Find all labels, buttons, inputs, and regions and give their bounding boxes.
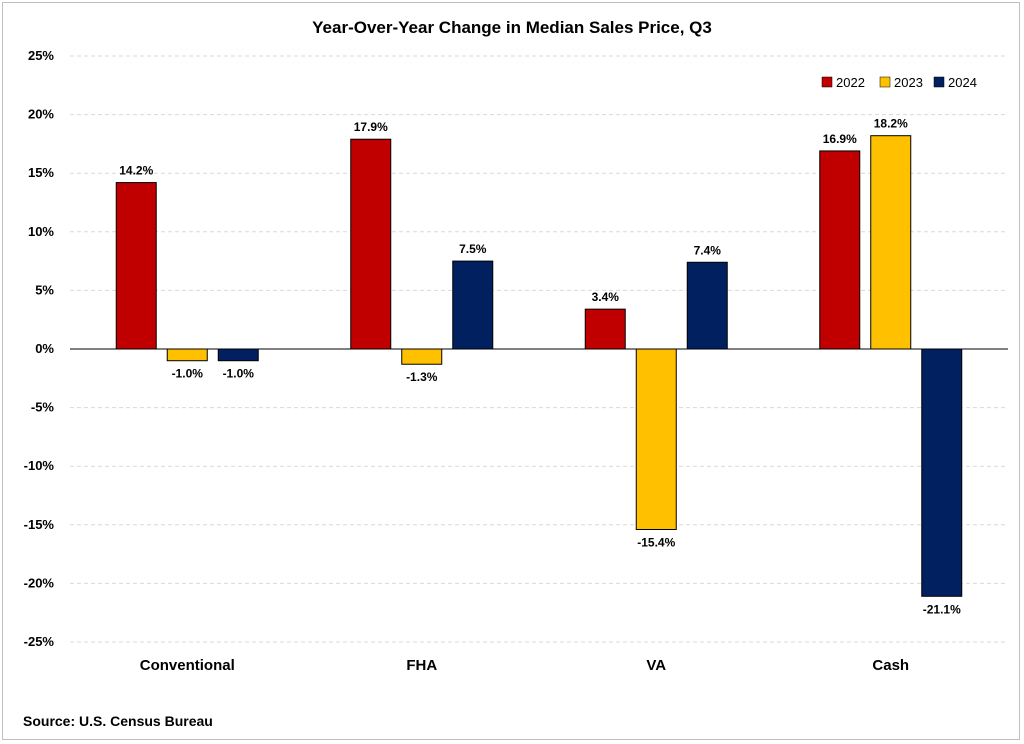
bar-va-2024 bbox=[686, 261, 728, 350]
legend: 2022 2023 2024 bbox=[821, 75, 977, 90]
data-label: 18.2% bbox=[874, 117, 908, 131]
y-tick-label: 5% bbox=[35, 282, 54, 297]
data-label: -1.3% bbox=[406, 370, 438, 384]
data-label: -21.1% bbox=[923, 602, 961, 616]
data-label: 17.9% bbox=[354, 120, 388, 134]
bar-conventional-2024 bbox=[217, 348, 259, 362]
data-label: -1.0% bbox=[223, 367, 255, 381]
category-label: Conventional bbox=[140, 657, 235, 674]
legend-label: 2024 bbox=[948, 75, 977, 90]
legend-swatch bbox=[933, 76, 945, 88]
legend-swatch bbox=[879, 76, 891, 88]
legend-label: 2023 bbox=[894, 75, 923, 90]
bar-conventional-2022 bbox=[115, 182, 157, 350]
y-tick-label: -25% bbox=[24, 634, 55, 649]
bar-va-2023 bbox=[635, 348, 677, 530]
y-tick-label: -10% bbox=[24, 458, 55, 473]
legend-label: 2022 bbox=[836, 75, 865, 90]
y-tick-label: 0% bbox=[35, 341, 54, 356]
y-axis-ticks: 25% 20% 15% 10% 5% 0% -5% -10% -15% -20% -25% bbox=[24, 48, 55, 649]
data-label: 14.2% bbox=[119, 164, 153, 178]
y-tick-label: -20% bbox=[24, 575, 55, 590]
category-label: VA bbox=[646, 657, 666, 674]
category-labels: Conventional FHA VA Cash bbox=[140, 657, 909, 674]
bar-conventional-2023 bbox=[166, 348, 208, 362]
bar-fha-2022 bbox=[350, 138, 392, 350]
y-tick-label: -15% bbox=[24, 517, 55, 532]
y-tick-label: -5% bbox=[31, 400, 55, 415]
data-label: 7.4% bbox=[694, 243, 722, 257]
y-tick-label: 25% bbox=[28, 48, 54, 63]
data-label: 3.4% bbox=[592, 290, 620, 304]
bar-fha-2024 bbox=[452, 260, 494, 350]
category-label: Cash bbox=[872, 657, 909, 674]
data-label: -1.0% bbox=[172, 367, 204, 381]
y-tick-label: 15% bbox=[28, 165, 54, 180]
bar-va-2022 bbox=[584, 308, 626, 350]
y-tick-label: 10% bbox=[28, 224, 54, 239]
y-tick-label: 20% bbox=[28, 107, 54, 122]
bar-cash-2024 bbox=[921, 348, 963, 597]
data-label: 16.9% bbox=[823, 132, 857, 146]
bar-cash-2023 bbox=[870, 135, 912, 350]
chart-title: Year-Over-Year Change in Median Sales Pr… bbox=[312, 18, 712, 37]
legend-swatch bbox=[821, 76, 833, 88]
category-label: FHA bbox=[406, 657, 437, 674]
bar-fha-2023 bbox=[401, 348, 443, 365]
data-label: 7.5% bbox=[459, 242, 487, 256]
data-label: -15.4% bbox=[637, 535, 675, 549]
bar-cash-2022 bbox=[819, 150, 861, 350]
source-note: Source: U.S. Census Bureau bbox=[23, 713, 213, 729]
data-labels: 14.2% -1.0% -1.0% 17.9% -1.3% 7.5% 3.4% -15.4% 7… bbox=[119, 117, 961, 617]
grid-lines bbox=[70, 55, 1008, 643]
